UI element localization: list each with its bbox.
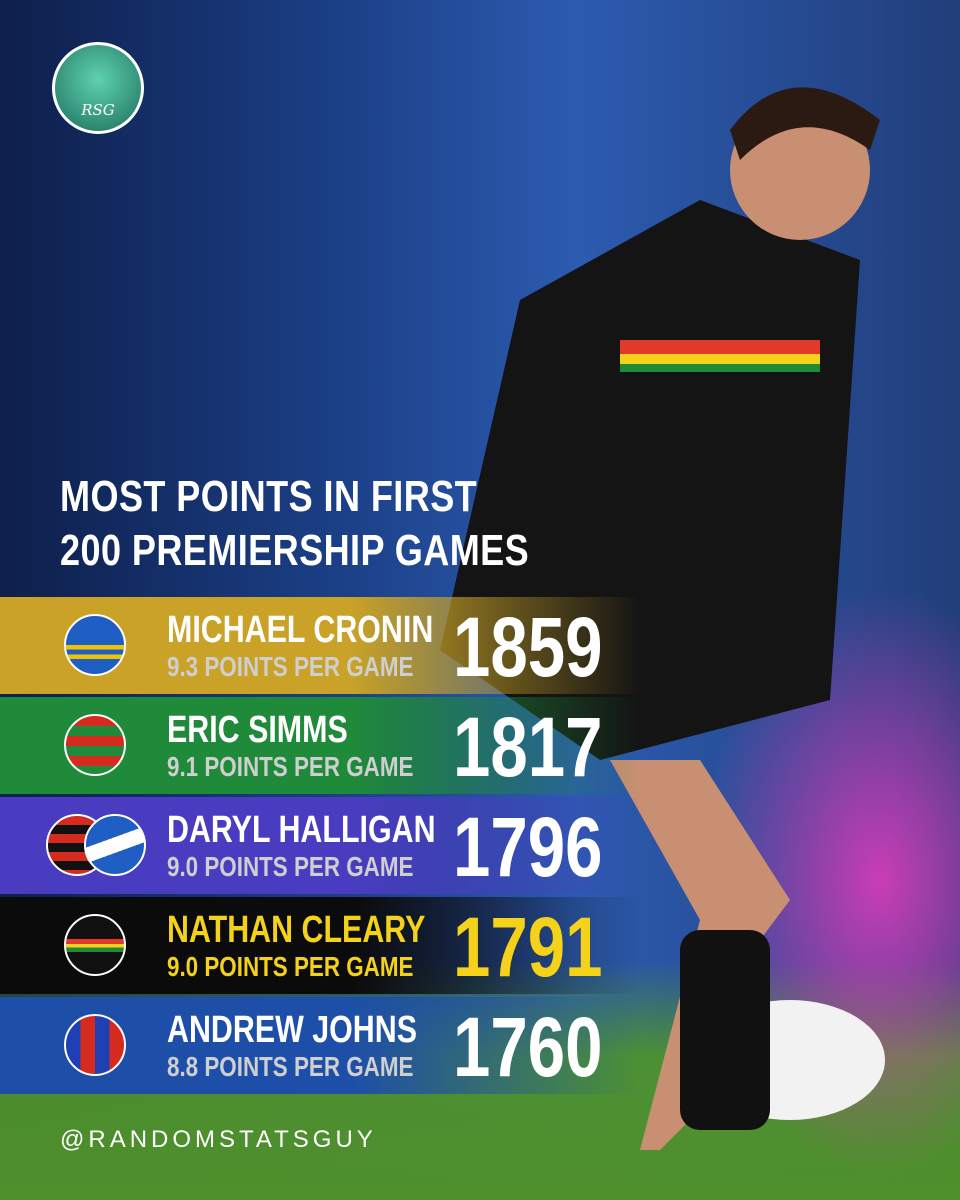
team-emblem [64, 614, 126, 676]
ranking-row: ERIC SIMMS 9.1 POINTS PER GAME 1817 [0, 697, 640, 794]
total-points: 1817 [453, 700, 603, 794]
team-emblem [64, 714, 126, 776]
total-points: 1796 [453, 800, 603, 894]
player-name: DARYL HALLIGAN [167, 809, 436, 851]
title-line: 200 PREMIERSHIP GAMES [60, 526, 530, 575]
points-per-game: 8.8 POINTS PER GAME [167, 1051, 414, 1082]
team-emblem [64, 1014, 126, 1076]
total-points: 1859 [453, 600, 603, 694]
team-emblem [64, 914, 126, 976]
total-points: 1791 [453, 900, 603, 994]
player-name: ANDREW JOHNS [167, 1009, 417, 1051]
points-per-game: 9.0 POINTS PER GAME [167, 951, 414, 982]
points-per-game: 9.3 POINTS PER GAME [167, 651, 414, 682]
ranking-row: ANDREW JOHNS 8.8 POINTS PER GAME 1760 [0, 997, 640, 1094]
ranking-row: MICHAEL CRONIN 9.3 POINTS PER GAME 1859 [0, 597, 640, 694]
player-name: NATHAN CLEARY [167, 909, 426, 951]
player-name: ERIC SIMMS [167, 709, 348, 751]
player-name: MICHAEL CRONIN [167, 609, 434, 651]
logo: RSG [52, 42, 144, 134]
team-emblem [84, 814, 146, 876]
points-per-game: 9.1 POINTS PER GAME [167, 751, 414, 782]
points-per-game: 9.0 POINTS PER GAME [167, 851, 414, 882]
logo-text: RSG [81, 101, 115, 119]
total-points: 1760 [453, 1000, 603, 1094]
ranking-row: NATHAN CLEARY 9.0 POINTS PER GAME 1791 [0, 897, 640, 994]
handle: @RANDOMSTATSGUY [60, 1126, 377, 1153]
ranking-row: DARYL HALLIGAN 9.0 POINTS PER GAME 1796 [0, 797, 640, 894]
title-line: MOST POINTS IN FIRST [60, 472, 478, 521]
